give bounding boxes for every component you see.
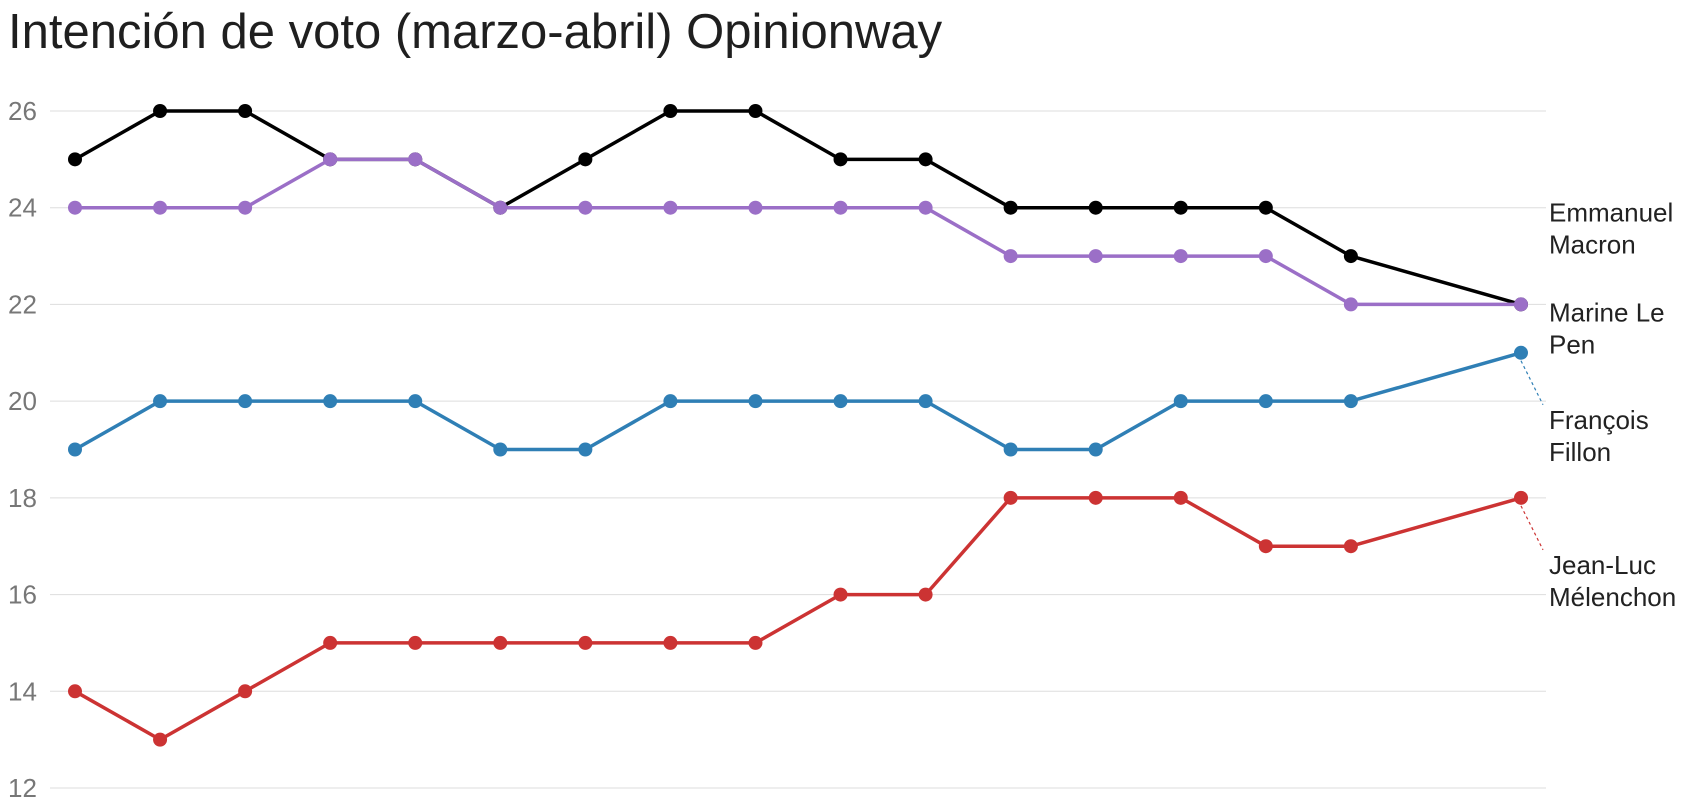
- series-label-marine-le-pen: Marine Le Pen: [1549, 297, 1665, 359]
- data-point-marine-le-pen-15: [1258, 249, 1273, 264]
- data-point-marine-le-pen-4: [323, 152, 338, 167]
- data-point-francois-fillon-1: [68, 442, 82, 457]
- data-point-francois-fillon-6: [493, 442, 508, 457]
- data-point-francois-fillon-13: [1088, 442, 1103, 457]
- data-point-marine-le-pen-14: [1173, 249, 1188, 264]
- data-point-jean-luc-melenchon-8: [663, 635, 678, 650]
- series-label-line-francois-fillon-2: Fillon: [1549, 437, 1611, 467]
- data-point-emmanuel-macron-13: [1088, 200, 1103, 215]
- data-point-francois-fillon-14: [1173, 394, 1188, 409]
- data-point-jean-luc-melenchon-10: [833, 587, 848, 602]
- data-point-jean-luc-melenchon-18: [1514, 490, 1528, 505]
- data-point-jean-luc-melenchon-7: [578, 635, 593, 650]
- data-point-emmanuel-macron-2: [153, 104, 168, 118]
- series-label-jean-luc-melenchon: Jean-Luc Mélenchon: [1549, 550, 1676, 612]
- y-tick-label-18: 18: [8, 483, 37, 513]
- y-tick-label-22: 22: [8, 289, 37, 319]
- data-point-emmanuel-macron-3: [238, 104, 253, 118]
- label-leader-francois-fillon: [1520, 360, 1544, 406]
- series-line-francois-fillon: [74, 351, 1522, 452]
- data-point-marine-le-pen-7: [578, 200, 593, 215]
- data-point-marine-le-pen-13: [1088, 249, 1103, 264]
- y-tick-label-12: 12: [8, 773, 37, 803]
- y-axis-ticks: 12 14 16 18 20 22 24 26: [8, 96, 37, 803]
- series-jean-luc-melenchon: Jean-Luc Mélenchon: [68, 490, 1676, 747]
- data-point-jean-luc-melenchon-9: [748, 635, 763, 650]
- data-point-emmanuel-macron-10: [833, 152, 848, 167]
- data-point-jean-luc-melenchon-14: [1173, 490, 1188, 505]
- data-point-jean-luc-melenchon-12: [1003, 490, 1018, 505]
- data-point-francois-fillon-5: [408, 394, 423, 409]
- data-point-francois-fillon-10: [833, 394, 848, 409]
- data-point-jean-luc-melenchon-4: [323, 635, 338, 650]
- data-point-francois-fillon-4: [323, 394, 338, 409]
- series-label-emmanuel-macron: Emmanuel Macron: [1549, 197, 1673, 259]
- data-point-emmanuel-macron-11: [918, 152, 933, 167]
- data-point-jean-luc-melenchon-1: [68, 684, 82, 699]
- series-label-line-emmanuel-macron-1: Emmanuel: [1549, 197, 1673, 227]
- data-point-francois-fillon-3: [238, 394, 253, 409]
- y-tick-label-14: 14: [8, 676, 37, 706]
- data-point-marine-le-pen-10: [833, 200, 848, 215]
- data-point-marine-le-pen-9: [748, 200, 763, 215]
- data-point-francois-fillon-7: [578, 442, 593, 457]
- data-point-francois-fillon-12: [1003, 442, 1018, 457]
- data-point-francois-fillon-18: [1514, 345, 1528, 360]
- data-point-emmanuel-macron-16: [1343, 249, 1358, 264]
- series-label-line-marine-le-pen-1: Marine Le: [1549, 297, 1665, 327]
- data-point-jean-luc-melenchon-16: [1343, 539, 1358, 554]
- y-tick-label-24: 24: [8, 193, 37, 223]
- y-tick-label-26: 26: [8, 96, 37, 126]
- data-point-marine-le-pen-2: [153, 200, 168, 215]
- data-point-francois-fillon-15: [1258, 394, 1273, 409]
- chart-title: Intención de voto (marzo-abril) Opinionw…: [8, 5, 943, 59]
- data-point-marine-le-pen-1: [68, 200, 82, 215]
- series-label-line-francois-fillon-1: François: [1549, 405, 1649, 435]
- data-point-francois-fillon-11: [918, 394, 933, 409]
- data-point-jean-luc-melenchon-11: [918, 587, 933, 602]
- data-point-francois-fillon-8: [663, 394, 678, 409]
- data-point-emmanuel-macron-7: [578, 152, 593, 167]
- series-label-francois-fillon: François Fillon: [1549, 405, 1649, 467]
- data-point-jean-luc-melenchon-5: [408, 635, 423, 650]
- data-point-jean-luc-melenchon-6: [493, 635, 508, 650]
- data-point-marine-le-pen-5: [408, 152, 423, 167]
- data-point-jean-luc-melenchon-2: [153, 732, 168, 747]
- data-point-marine-le-pen-18: [1514, 297, 1528, 312]
- data-point-francois-fillon-9: [748, 394, 763, 409]
- data-point-emmanuel-macron-14: [1173, 200, 1188, 215]
- data-point-francois-fillon-2: [153, 394, 168, 409]
- data-point-marine-le-pen-16: [1343, 297, 1358, 312]
- data-point-emmanuel-macron-12: [1003, 200, 1018, 215]
- data-point-francois-fillon-16: [1343, 394, 1358, 409]
- y-tick-label-16: 16: [8, 580, 37, 610]
- series-line-jean-luc-melenchon: [74, 496, 1522, 742]
- label-leader-jean-luc-melenchon: [1520, 505, 1544, 551]
- series-label-line-emmanuel-macron-2: Macron: [1549, 229, 1636, 259]
- gridlines: [50, 110, 1546, 789]
- series-label-line-jean-luc-melenchon-1: Jean-Luc: [1549, 550, 1656, 580]
- data-point-marine-le-pen-8: [663, 200, 678, 215]
- data-point-marine-le-pen-12: [1003, 249, 1018, 264]
- y-tick-label-20: 20: [8, 386, 37, 416]
- series-line-marine-le-pen: [75, 157, 1521, 307]
- data-point-marine-le-pen-3: [238, 200, 253, 215]
- data-point-emmanuel-macron-1: [68, 152, 82, 167]
- data-point-jean-luc-melenchon-15: [1258, 539, 1273, 554]
- data-point-marine-le-pen-6: [493, 200, 508, 215]
- data-point-jean-luc-melenchon-3: [238, 684, 253, 699]
- data-point-emmanuel-macron-8: [663, 104, 678, 118]
- series-francois-fillon: François Fillon: [68, 345, 1649, 467]
- series-label-line-jean-luc-melenchon-2: Mélenchon: [1549, 582, 1676, 612]
- series-marine-le-pen: Marine Le Pen: [68, 152, 1665, 359]
- data-point-marine-le-pen-11: [918, 200, 933, 215]
- series-label-line-marine-le-pen-2: Pen: [1549, 329, 1595, 359]
- data-point-jean-luc-melenchon-13: [1088, 490, 1103, 505]
- data-point-emmanuel-macron-15: [1258, 200, 1273, 215]
- data-point-emmanuel-macron-9: [748, 104, 763, 118]
